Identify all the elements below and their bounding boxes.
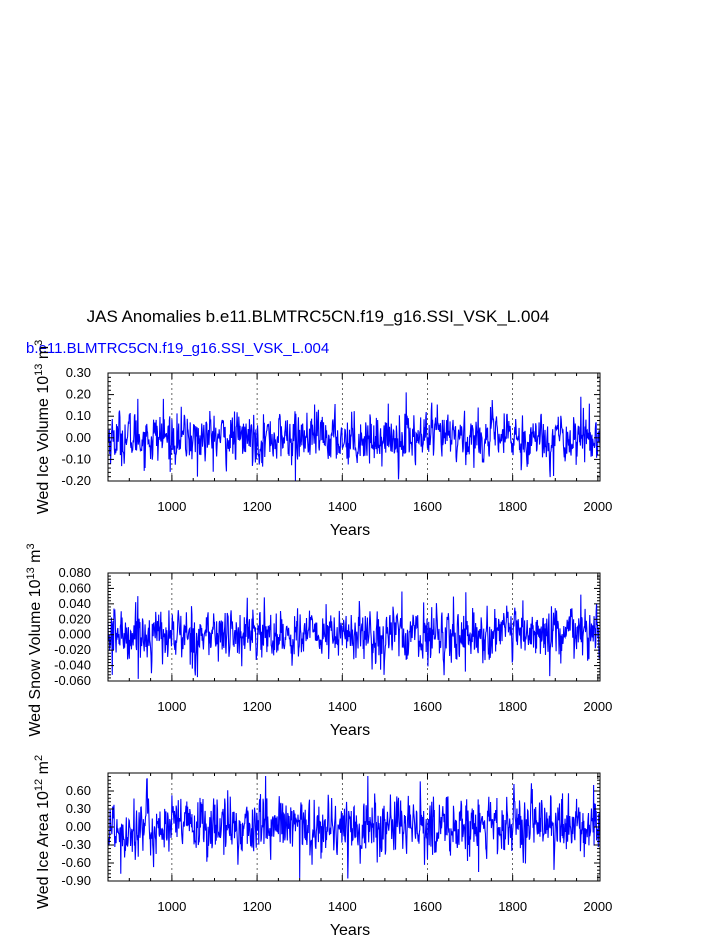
x-axis-label: Years — [330, 722, 370, 739]
y-tick-label: 0.10 — [66, 408, 91, 423]
y-tick-label: -0.060 — [54, 673, 91, 688]
y-tick-label: -0.90 — [61, 873, 91, 888]
x-tick-label: 1000 — [157, 699, 186, 714]
y-axis-label-part: Wed Ice Area 10 — [35, 791, 52, 909]
y-tick-label: -0.040 — [54, 658, 91, 673]
series-line — [107, 392, 601, 482]
y-axis-label-part: m — [27, 549, 44, 567]
x-tick-label: 2000 — [583, 899, 612, 914]
x-tick-label: 1800 — [498, 699, 527, 714]
y-tick-label: 0.060 — [58, 580, 91, 595]
y-tick-label: 0.020 — [58, 611, 91, 626]
y-tick-label: 0.00 — [66, 430, 91, 445]
panel-ice-volume: 1000 1200 1400 1600 1800 2000 -0.20 -0.10 0.00 0.… — [33, 340, 612, 539]
x-tick-label: 1800 — [498, 499, 527, 514]
panel-ice-area: 1000 1200 1400 1600 1800 2000 -0.90 -0.60 -0.30 0… — [33, 755, 612, 935]
y-axis-label: Wed Ice Volume 1013 m3 — [33, 340, 52, 515]
y-tick-label: 0.30 — [66, 365, 91, 380]
series-line — [107, 775, 601, 879]
y-tick-label: -0.30 — [61, 837, 91, 852]
panel-snow-volume: 1000 1200 1400 1600 1800 2000 -0.060-0.040-0.0… — [25, 543, 612, 739]
y-axis-label-part: 13 — [33, 364, 45, 376]
y-axis-label-part: 2 — [33, 755, 45, 761]
x-tick-label: 1400 — [328, 499, 357, 514]
y-axis-label-part: 12 — [33, 779, 45, 791]
y-axis-label: Wed Snow Volume 1013 m3 — [25, 543, 44, 736]
plot-frame — [107, 372, 601, 482]
y-tick-label: 0.00 — [66, 819, 91, 834]
y-axis-label-part: Wed Ice Volume 10 — [35, 376, 52, 515]
x-tick-label: 1000 — [157, 499, 186, 514]
y-tick-label: 0.080 — [58, 565, 91, 580]
plot-frame — [107, 572, 601, 682]
y-axis-label-part: 13 — [25, 567, 37, 579]
x-axis-label: Years — [330, 522, 370, 539]
y-axis-label-part: m — [35, 346, 52, 364]
y-tick-label: 0.60 — [66, 783, 91, 798]
y-axis-label-part: m — [35, 761, 52, 779]
series-line — [107, 591, 601, 679]
main-title: JAS Anomalies b.e11.BLMTRC5CN.f19_g16.SS… — [87, 307, 550, 326]
x-tick-label: 2000 — [583, 499, 612, 514]
y-tick-label: 0.000 — [58, 627, 91, 642]
x-tick-label: 1400 — [328, 899, 357, 914]
run-subtitle: b.e11.BLMTRC5CN.f19_g16.SSI_VSK_L.004 — [26, 340, 329, 357]
x-tick-label: 1600 — [413, 699, 442, 714]
x-tick-label: 1200 — [243, 699, 272, 714]
x-tick-label: 1200 — [243, 499, 272, 514]
x-tick-label: 1600 — [413, 499, 442, 514]
x-tick-label: 1000 — [157, 899, 186, 914]
x-tick-label: 2000 — [583, 699, 612, 714]
y-tick-label: -0.020 — [54, 642, 91, 657]
x-axis-label: Years — [330, 922, 370, 935]
y-tick-label: 0.30 — [66, 801, 91, 816]
x-tick-label: 1600 — [413, 899, 442, 914]
x-tick-label: 1200 — [243, 899, 272, 914]
y-tick-label: -0.10 — [61, 451, 91, 466]
y-tick-label: -0.20 — [61, 473, 91, 488]
y-axis-label: Wed Ice Area 1012 m2 — [33, 755, 52, 909]
y-axis-label-part: Wed Snow Volume 10 — [27, 579, 44, 736]
x-tick-label: 1800 — [498, 899, 527, 914]
y-axis-label-part: 3 — [25, 543, 37, 549]
y-axis-label-part: 3 — [33, 340, 45, 346]
y-tick-label: 0.040 — [58, 596, 91, 611]
y-tick-label: -0.60 — [61, 855, 91, 870]
y-tick-label: 0.20 — [66, 387, 91, 402]
x-tick-label: 1400 — [328, 699, 357, 714]
